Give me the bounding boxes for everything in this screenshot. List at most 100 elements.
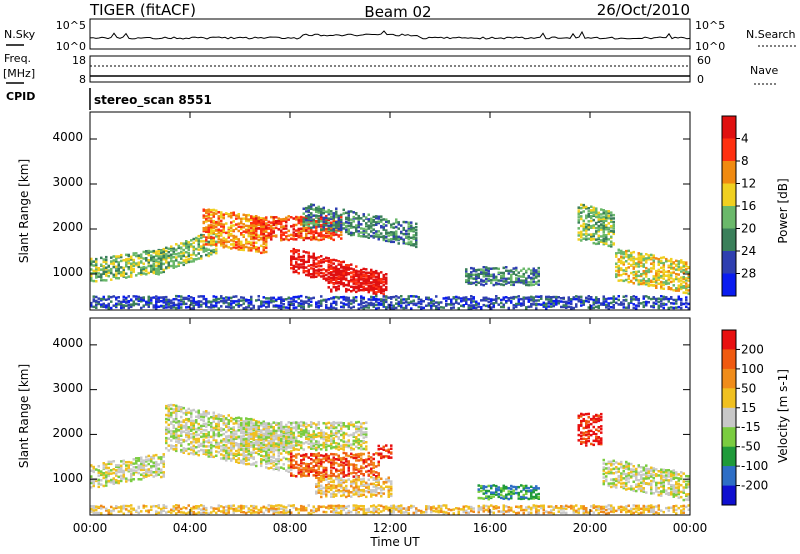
- heatmap-cell: [262, 458, 265, 462]
- heatmap-cell: [297, 431, 300, 434]
- heatmap-cell: [292, 264, 295, 268]
- heatmap-cell: [90, 477, 93, 480]
- heatmap-cell: [172, 418, 175, 421]
- heatmap-cell: [392, 222, 395, 226]
- heatmap-cell: [365, 277, 368, 280]
- heatmap-cell: [202, 216, 205, 219]
- heatmap-cell: [655, 277, 658, 281]
- heatmap-cell: [285, 469, 288, 472]
- heatmap-cell: [590, 219, 593, 223]
- heatmap-cell: [257, 436, 260, 439]
- heatmap-cell: [247, 234, 250, 238]
- heatmap-cell: [377, 287, 380, 290]
- heatmap-cell: [352, 299, 355, 303]
- heatmap-cell: [205, 425, 208, 428]
- heatmap-cell: [132, 302, 135, 306]
- heatmap-cell: [267, 435, 270, 439]
- heatmap-cell: [287, 429, 290, 433]
- heatmap-cell: [412, 226, 415, 230]
- heatmap-cell: [522, 302, 525, 306]
- heatmap-cell: [392, 235, 395, 238]
- heatmap-cell: [112, 478, 115, 482]
- heatmap-cell: [532, 277, 535, 280]
- heatmap-cell: [595, 296, 598, 299]
- heatmap-cell: [300, 263, 303, 266]
- heatmap-cell: [642, 277, 645, 281]
- heatmap-cell: [250, 229, 253, 233]
- heatmap-cell: [162, 453, 165, 456]
- heatmap-cell: [222, 246, 225, 249]
- heatmap-cell: [602, 230, 605, 234]
- heatmap-cell: [485, 280, 488, 283]
- heatmap-cell: [157, 470, 160, 473]
- heatmap-cell: [307, 424, 310, 427]
- heatmap-cell: [647, 284, 650, 288]
- heatmap-cell: [200, 248, 203, 251]
- heatmap-cell: [602, 295, 605, 298]
- heatmap-cell: [220, 211, 223, 214]
- heatmap-cell: [320, 443, 323, 447]
- heatmap-cell: [670, 296, 673, 299]
- heatmap-cell: [265, 250, 268, 254]
- heatmap-cell: [530, 302, 533, 306]
- heatmap-cell: [170, 259, 173, 263]
- heatmap-cell: [580, 298, 583, 301]
- heatmap-cell: [595, 238, 598, 241]
- heatmap-cell: [395, 232, 398, 236]
- heatmap-cell: [272, 432, 275, 435]
- heatmap-cell: [167, 430, 170, 433]
- heatmap-cell: [440, 301, 443, 304]
- heatmap-cell: [247, 440, 250, 443]
- heatmap-cell: [357, 230, 360, 233]
- heatmap-cell: [137, 297, 140, 301]
- heatmap-cell: [242, 420, 245, 423]
- heatmap-cell: [170, 264, 173, 268]
- heatmap-cell: [212, 430, 215, 433]
- heatmap-cell: [315, 269, 318, 272]
- heatmap-cell: [622, 302, 625, 305]
- heatmap-cell: [355, 217, 358, 220]
- heatmap-cell: [247, 249, 250, 252]
- heatmap-cell: [320, 228, 323, 231]
- heatmap-cell: [550, 302, 553, 306]
- heatmap-cell: [540, 303, 543, 306]
- heatmap-cell: [157, 257, 160, 260]
- heatmap-cell: [217, 218, 220, 221]
- heatmap-cell: [162, 262, 165, 266]
- heatmap-cell: [320, 429, 323, 432]
- heatmap-cell: [275, 421, 278, 425]
- heatmap-cell: [362, 305, 365, 308]
- heatmap-cell: [250, 307, 253, 310]
- heatmap-cell: [625, 278, 628, 282]
- heatmap-cell: [247, 304, 250, 307]
- heatmap-cell: [310, 447, 313, 450]
- heatmap-cell: [492, 283, 495, 287]
- heatmap-cell: [262, 236, 265, 240]
- heatmap-cell: [220, 242, 223, 245]
- heatmap-cell: [347, 216, 350, 220]
- heatmap-cell: [190, 239, 193, 242]
- heatmap-cell: [390, 296, 393, 299]
- heatmap-cell: [215, 243, 218, 246]
- heatmap-cell: [497, 282, 500, 286]
- heatmap-cell: [205, 228, 208, 231]
- heatmap-cell: [590, 306, 593, 310]
- heatmap-cell: [345, 211, 348, 215]
- heatmap-cell: [315, 425, 318, 428]
- heatmap-cell: [175, 447, 178, 451]
- heatmap-cell: [582, 237, 585, 240]
- heatmap-cell: [282, 303, 285, 306]
- heatmap-cell: [117, 296, 120, 299]
- heatmap-cell: [322, 272, 325, 275]
- heatmap-cell: [282, 456, 285, 459]
- heatmap-cell: [335, 307, 338, 310]
- heatmap-cell: [250, 226, 253, 230]
- heatmap-cell: [377, 276, 380, 280]
- heatmap-cell: [287, 427, 290, 430]
- heatmap-cell: [342, 433, 345, 436]
- heatmap-cell: [242, 223, 245, 226]
- heatmap-cell: [660, 298, 663, 301]
- heatmap-cell: [262, 443, 265, 447]
- heatmap-cell: [107, 462, 110, 465]
- heatmap-cell: [387, 231, 390, 235]
